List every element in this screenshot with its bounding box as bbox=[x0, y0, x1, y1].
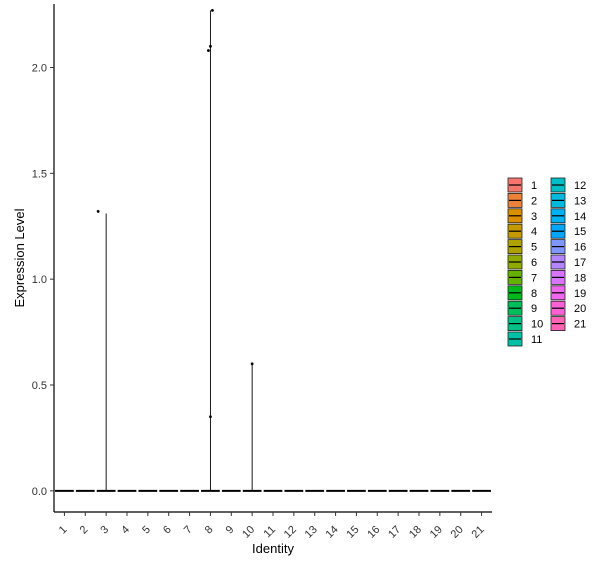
legend-item-15: 15 bbox=[550, 223, 586, 239]
legend-item-12: 12 bbox=[550, 177, 586, 193]
x-tick-label: 20 bbox=[449, 524, 466, 541]
x-axis-title: Identity bbox=[252, 541, 294, 556]
data-point bbox=[209, 415, 212, 419]
y-tick-label: 0.0 bbox=[32, 486, 47, 498]
legend-item-17: 17 bbox=[550, 254, 586, 270]
legend-item-2: 2 bbox=[507, 192, 537, 208]
legend-item-10: 10 bbox=[507, 316, 543, 332]
axes: 0.00.51.01.52.01 2 3 4 5 6 7 8 9 10 11 12 13 14 15 16 17… bbox=[32, 4, 492, 541]
x-tick-label: 21 bbox=[470, 524, 487, 541]
x-tick-label: 18 bbox=[407, 524, 424, 541]
x-tick-label: 6 bbox=[161, 524, 174, 537]
legend-label: 21 bbox=[574, 319, 586, 331]
legend-label: 4 bbox=[531, 226, 537, 238]
x-tick-label: 10 bbox=[240, 524, 257, 541]
legend-label: 6 bbox=[531, 257, 537, 269]
legend-item-19: 19 bbox=[550, 285, 586, 301]
legend-label: 14 bbox=[574, 211, 586, 223]
data-point bbox=[96, 210, 100, 213]
legend-item-4: 4 bbox=[507, 223, 537, 239]
legend-item-8: 8 bbox=[507, 285, 537, 301]
x-tick-label: 16 bbox=[365, 524, 382, 541]
violin-3 bbox=[96, 213, 116, 492]
legend-label: 15 bbox=[574, 226, 586, 238]
legend-label: 12 bbox=[574, 180, 586, 192]
legend-item-18: 18 bbox=[550, 269, 586, 285]
data-points bbox=[96, 8, 254, 419]
y-tick-label: 0.5 bbox=[32, 380, 47, 392]
legend-label: 8 bbox=[531, 288, 537, 300]
legend-item-13: 13 bbox=[550, 192, 586, 208]
legend-item-1: 1 bbox=[507, 177, 537, 193]
legend-item-9: 9 bbox=[507, 300, 537, 316]
x-tick-label: 2 bbox=[78, 524, 91, 537]
legend-item-3: 3 bbox=[507, 208, 537, 224]
legend-label: 3 bbox=[531, 211, 537, 223]
legend-label: 2 bbox=[531, 195, 537, 207]
x-tick-label: 17 bbox=[386, 524, 403, 541]
legend-item-21: 21 bbox=[550, 316, 586, 332]
data-point bbox=[207, 49, 210, 52]
legend-label: 10 bbox=[531, 319, 543, 331]
legend-item-11: 11 bbox=[507, 331, 542, 347]
legend-label: 16 bbox=[574, 242, 586, 254]
x-tick-label: 3 bbox=[98, 524, 111, 537]
legend-item-7: 7 bbox=[507, 269, 537, 285]
legend-label: 1 bbox=[531, 180, 537, 192]
x-tick-label: 14 bbox=[324, 524, 341, 541]
x-tick-label: 4 bbox=[119, 524, 132, 537]
x-tick-label: 1 bbox=[57, 524, 70, 537]
legend-label: 7 bbox=[531, 272, 537, 284]
legend-item-20: 20 bbox=[550, 300, 586, 316]
x-tick-label: 7 bbox=[182, 524, 195, 537]
x-tick-label: 8 bbox=[203, 524, 216, 537]
x-tick-label: 9 bbox=[224, 524, 237, 537]
violin-10 bbox=[242, 363, 262, 492]
legend-label: 9 bbox=[531, 303, 537, 315]
legend-item-5: 5 bbox=[507, 239, 537, 255]
x-tick-label: 5 bbox=[140, 524, 153, 537]
x-tick-label: 12 bbox=[282, 524, 299, 541]
y-tick-label: 1.5 bbox=[32, 168, 47, 180]
y-tick-label: 1.0 bbox=[32, 274, 47, 286]
y-axis-title: Expression Level bbox=[12, 208, 27, 307]
data-point bbox=[250, 362, 254, 366]
x-tick-label: 19 bbox=[428, 524, 445, 541]
data-point bbox=[209, 44, 212, 48]
x-tick-label: 15 bbox=[344, 524, 361, 541]
violin-8 bbox=[201, 10, 220, 492]
y-tick-label: 2.0 bbox=[32, 63, 47, 75]
legend-label: 17 bbox=[574, 257, 586, 269]
legend-label: 20 bbox=[574, 303, 586, 315]
legend-label: 13 bbox=[574, 195, 586, 207]
legend-item-16: 16 bbox=[550, 239, 586, 255]
x-tick-label: 11 bbox=[262, 524, 279, 541]
violins bbox=[55, 10, 491, 492]
legend-item-14: 14 bbox=[550, 208, 586, 224]
legend-label: 5 bbox=[531, 242, 537, 254]
x-tick-label: 13 bbox=[303, 524, 320, 541]
data-point bbox=[211, 8, 214, 12]
legend-label: 19 bbox=[574, 288, 586, 300]
legend-item-6: 6 bbox=[507, 254, 537, 270]
legend-label: 18 bbox=[574, 272, 586, 284]
legend-label: 11 bbox=[531, 334, 542, 346]
